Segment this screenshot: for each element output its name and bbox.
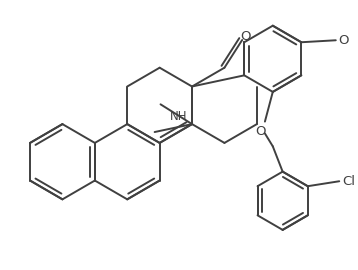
Text: O: O xyxy=(256,125,266,138)
Text: Cl: Cl xyxy=(343,175,355,188)
Text: NH: NH xyxy=(170,110,187,123)
Text: O: O xyxy=(338,34,349,47)
Text: O: O xyxy=(240,29,250,43)
